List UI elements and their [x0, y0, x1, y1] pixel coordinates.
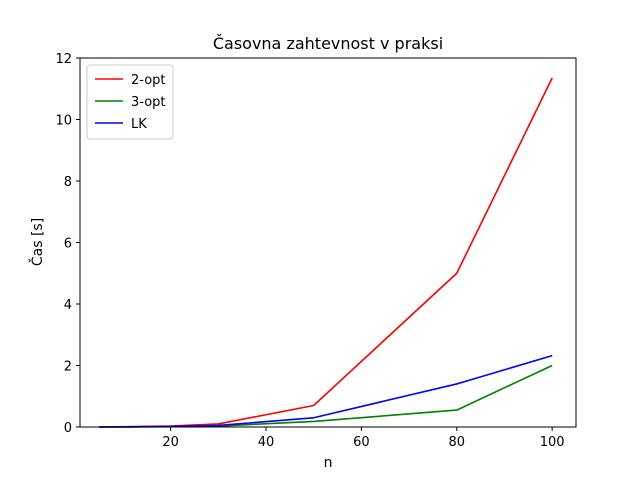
- y-axis-label: Čas [s]: [28, 218, 46, 266]
- legend-label: 3-opt: [131, 95, 166, 110]
- y-tick-label: 8: [64, 175, 72, 190]
- x-tick-label: 60: [353, 435, 370, 450]
- y-tick-label: 4: [64, 298, 72, 313]
- legend: 2-opt 3-opt LK: [86, 64, 174, 140]
- y-tick-label: 10: [55, 114, 72, 129]
- y-tick-label: 0: [64, 421, 72, 436]
- chart-title: Časovna zahtevnost v praksi: [213, 34, 443, 53]
- x-tick-label: 100: [540, 435, 565, 450]
- y-tick-label: 6: [64, 237, 72, 252]
- x-tick-label: 80: [448, 435, 465, 450]
- legend-label: LK: [131, 117, 147, 132]
- legend-box: [86, 64, 174, 140]
- x-axis-label: n: [324, 455, 333, 471]
- y-tick-label: 2: [64, 360, 72, 375]
- x-tick-label: 40: [258, 435, 275, 450]
- series-line-3-opt: [99, 364, 553, 428]
- x-tick-label: 20: [162, 435, 179, 450]
- series-line-lk: [99, 354, 553, 428]
- y-tick-label: 12: [55, 52, 72, 67]
- legend-label: 2-opt: [131, 73, 166, 88]
